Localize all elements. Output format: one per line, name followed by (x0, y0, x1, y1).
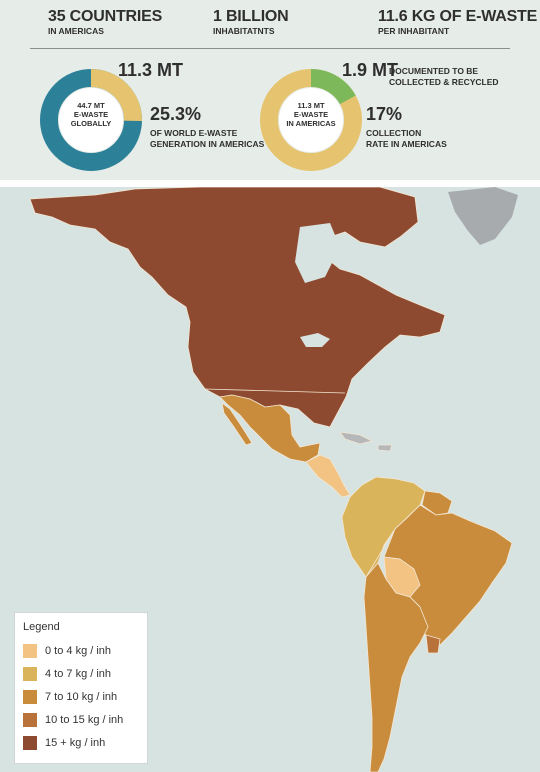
americas-ewaste-value: 11.3 Mt (118, 60, 184, 80)
region-central-america (305, 454, 351, 498)
collection-rate-caption-line2: rate in Americas (366, 139, 447, 150)
legend-label: 4 to 7 kg / inh (45, 668, 112, 680)
legend-label: 7 to 10 kg / inh (45, 691, 118, 703)
great-lakes (300, 333, 330, 347)
stat-countries-value: 35 Countries (48, 8, 163, 25)
donut-global-center-text: 44.7 Mt e-waste globally (61, 101, 121, 128)
donut-global-center-line2: e-waste (73, 110, 109, 119)
donut-americas-center-line1: 11.3 Mt (297, 101, 325, 110)
collected-value: 1.9 Mt (342, 60, 399, 80)
region-guianas (421, 490, 453, 516)
world-share-caption-line1: of world e-waste (150, 128, 238, 138)
legend-swatch (23, 690, 37, 704)
legend-item: 15 + kg / inh (23, 735, 105, 751)
stat-per-capita-value: 11.6 kg of e-waste (378, 8, 538, 25)
divider (30, 48, 510, 49)
stat-inhabitants-value: 1 Billion (213, 8, 289, 25)
donut-americas-center-text: 11.3 Mt e-waste in Americas (281, 101, 341, 128)
stat-countries: 35 Countries In Americas (48, 8, 162, 36)
region-north-america (29, 187, 446, 428)
stats-panel: 35 Countries In Americas 1 Billion Inhab… (0, 0, 540, 180)
legend-swatch (23, 667, 37, 681)
stat-inhabitants: 1 Billion Inhabitatnts (213, 8, 289, 36)
choropleth-map (0, 187, 540, 772)
donut-global (40, 69, 142, 171)
legend-swatch (23, 644, 37, 658)
donut-global-americas-arc (40, 69, 142, 171)
collection-rate-percent: 17% (366, 104, 403, 124)
stat-countries-label: In Americas (48, 26, 104, 36)
stat-inhabitants-label: Inhabitatnts (213, 26, 275, 36)
region-uruguay (425, 634, 441, 654)
stat-per-capita-label: Per inhabitant (378, 26, 450, 36)
country-borders (204, 388, 421, 608)
region-greenland (448, 187, 518, 245)
legend-item: 0 to 4 kg / inh (23, 643, 111, 659)
collected-caption-line1: documented to be (389, 66, 479, 76)
world-share-percent: 25.3% (150, 104, 202, 124)
donut-americas-collected-arc (260, 69, 362, 171)
stat-per-capita: 11.6 kg of e-waste Per inhabitant (378, 8, 537, 36)
donut-global-center-line3: globally (70, 119, 112, 128)
legend-title: Legend (23, 621, 60, 633)
legend-swatch (23, 736, 37, 750)
region-baja (221, 402, 253, 446)
donut-global-center-line1: 44.7 Mt (77, 101, 105, 110)
map-svg (29, 187, 518, 772)
region-southern-cone (363, 562, 429, 772)
legend-item: 7 to 10 kg / inh (23, 689, 117, 705)
hudson-bay (295, 223, 340, 283)
collected-caption-line2: collected & recycled (389, 77, 499, 88)
legend-label: 0 to 4 kg / inh (45, 645, 112, 657)
legend-label: 10 to 15 kg / inh (45, 714, 124, 726)
region-mexico (219, 394, 321, 463)
map-legend: Legend 0 to 4 kg / inh 4 to 7 kg / inh 7… (14, 612, 148, 764)
region-caribbean (339, 431, 393, 452)
legend-item: 10 to 15 kg / inh (23, 712, 123, 728)
legend-swatch (23, 713, 37, 727)
world-share-caption-line2: generation in Americas (150, 139, 265, 150)
collected-caption: documented to be collected & recycled (389, 66, 499, 89)
collection-rate-caption-line1: collection (366, 128, 422, 138)
donut-americas (260, 69, 362, 171)
legend-item: 4 to 7 kg / inh (23, 666, 111, 682)
collection-rate-caption: collection rate in Americas (366, 128, 447, 151)
donut-americas-center-line3: in Americas (286, 119, 336, 128)
donut-americas-center-line2: e-waste (293, 110, 329, 119)
world-share-caption: of world e-waste generation in Americas (150, 128, 264, 151)
legend-label: 15 + kg / inh (45, 737, 106, 749)
